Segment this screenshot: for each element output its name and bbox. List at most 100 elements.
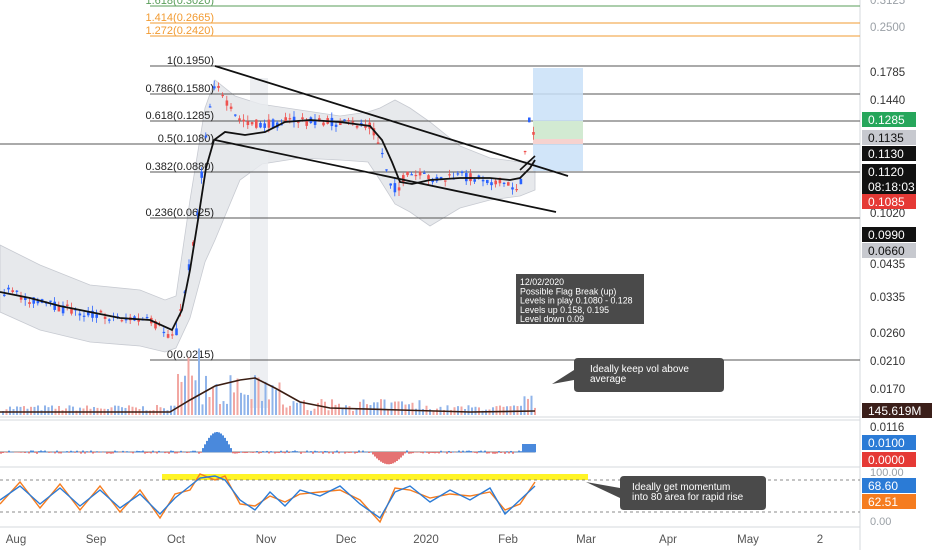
- price-tag-label: 0.1285: [868, 113, 905, 127]
- macd-histogram-bar: [462, 450, 464, 453]
- price-axis: 0.3125 0.2500 0.1785 0.1440 0.1020 0.0435 0.03…: [862, 0, 932, 528]
- candle-body: [297, 121, 300, 123]
- volume-bar: [415, 408, 417, 415]
- macd-histogram-bar: [82, 450, 84, 453]
- candle-body: [418, 171, 422, 176]
- candle-body: [208, 106, 212, 108]
- volume-bar: [30, 406, 32, 415]
- volume-bar: [495, 406, 498, 415]
- macd-histogram-bar: [84, 452, 86, 454]
- macd-histogram-bar: [412, 452, 414, 454]
- macd-histogram-bar: [526, 444, 528, 453]
- macd-histogram-bar: [188, 452, 190, 453]
- price-tag: [862, 112, 916, 127]
- macd-tag-label: 0.0100: [868, 436, 905, 450]
- macd-histogram-bar: [116, 451, 118, 453]
- macd-histogram-bar: [240, 451, 242, 453]
- macd-histogram-bar: [228, 444, 230, 453]
- volume-bar: [520, 405, 522, 415]
- macd-histogram-bar: [166, 452, 168, 453]
- price-tick-label: 0.0335: [870, 292, 905, 304]
- macd-histogram-bar: [18, 452, 20, 453]
- macd-histogram-bar: [310, 451, 312, 453]
- stoch-tag: [862, 478, 916, 493]
- macd-histogram-bar: [230, 448, 232, 453]
- macd-histogram-bar: [194, 450, 196, 453]
- macd-histogram-bar: [508, 452, 510, 454]
- volume-bar: [380, 399, 382, 415]
- volume-bar: [37, 405, 39, 415]
- macd-histogram-bar: [294, 450, 296, 453]
- macd-histogram-bar: [72, 451, 74, 453]
- macd-histogram-bar: [140, 451, 142, 453]
- macd-histogram-bar: [358, 450, 360, 453]
- macd-histogram-bar: [52, 451, 54, 453]
- candle-body: [162, 331, 166, 334]
- trendlines[interactable]: [214, 65, 569, 213]
- candle-body: [242, 119, 245, 122]
- volume-bar: [72, 406, 74, 415]
- macd-histogram-bar: [168, 452, 170, 454]
- macd-histogram-bar: [70, 450, 72, 453]
- volume-bar: [75, 410, 78, 415]
- candle-body: [120, 320, 124, 322]
- volume-bar: [527, 398, 529, 415]
- macd-histogram-bar: [522, 444, 524, 453]
- volume-bar: [233, 392, 235, 415]
- candle-body: [196, 212, 199, 215]
- volume-bar: [19, 406, 22, 415]
- macd-histogram-bar: [214, 432, 216, 453]
- macd-histogram-bar: [124, 452, 126, 453]
- time-tick-label: Apr: [659, 534, 677, 546]
- info-box-line: Levels in play 0.1080 - 0.128: [520, 296, 633, 306]
- macd-histogram-bar: [532, 444, 534, 453]
- macd-histogram-bar: [314, 450, 316, 453]
- candle-body: [427, 175, 430, 180]
- macd-histogram-bar: [136, 450, 138, 453]
- macd-histogram-bar: [148, 452, 150, 453]
- candle-body: [402, 175, 405, 183]
- candle-body: [423, 172, 426, 174]
- volume-bar: [383, 399, 386, 415]
- volume-bar: [324, 401, 326, 415]
- volume-bar: [156, 405, 158, 415]
- macd-histogram-bar: [398, 452, 400, 460]
- macd-histogram-bar: [234, 452, 236, 454]
- candle-body: [507, 182, 510, 186]
- macd-histogram-bar: [220, 433, 222, 453]
- candle-body: [288, 118, 292, 120]
- macd-histogram-bar: [226, 440, 228, 453]
- candle-body: [175, 328, 178, 336]
- price-tick-label: 0.0260: [870, 328, 905, 340]
- overbought-highlight: [162, 474, 588, 480]
- volume-bar: [191, 375, 193, 415]
- macd-histogram-bar: [354, 452, 356, 454]
- macd-histogram-bar: [362, 450, 364, 453]
- macd-histogram-bar: [90, 450, 92, 453]
- candle-body: [95, 314, 98, 318]
- macd-histogram-bar: [100, 451, 102, 453]
- macd-histogram-bar: [178, 452, 180, 453]
- volume-bar: [51, 405, 53, 415]
- macd-histogram-bar: [114, 450, 116, 453]
- macd-histogram-bar: [470, 451, 472, 453]
- volume-bar: [362, 399, 365, 415]
- price-tag: [862, 227, 916, 242]
- candle-body: [397, 187, 401, 191]
- long-position-tool[interactable]: [533, 68, 583, 171]
- fib-level-label: 0.236(0.0625): [146, 207, 215, 219]
- macd-histogram-bar: [486, 452, 488, 454]
- volume-bar: [513, 405, 515, 415]
- macd-histogram-bar: [30, 450, 32, 453]
- candle-body: [347, 120, 350, 122]
- fib-level-label: 1(0.1950): [167, 55, 214, 67]
- time-tick-label: May: [737, 534, 759, 546]
- macd-histogram-bar: [242, 452, 244, 453]
- macd-histogram-bar: [436, 452, 438, 453]
- moving-average-line: [0, 119, 536, 332]
- macd-histogram-bar: [152, 450, 154, 453]
